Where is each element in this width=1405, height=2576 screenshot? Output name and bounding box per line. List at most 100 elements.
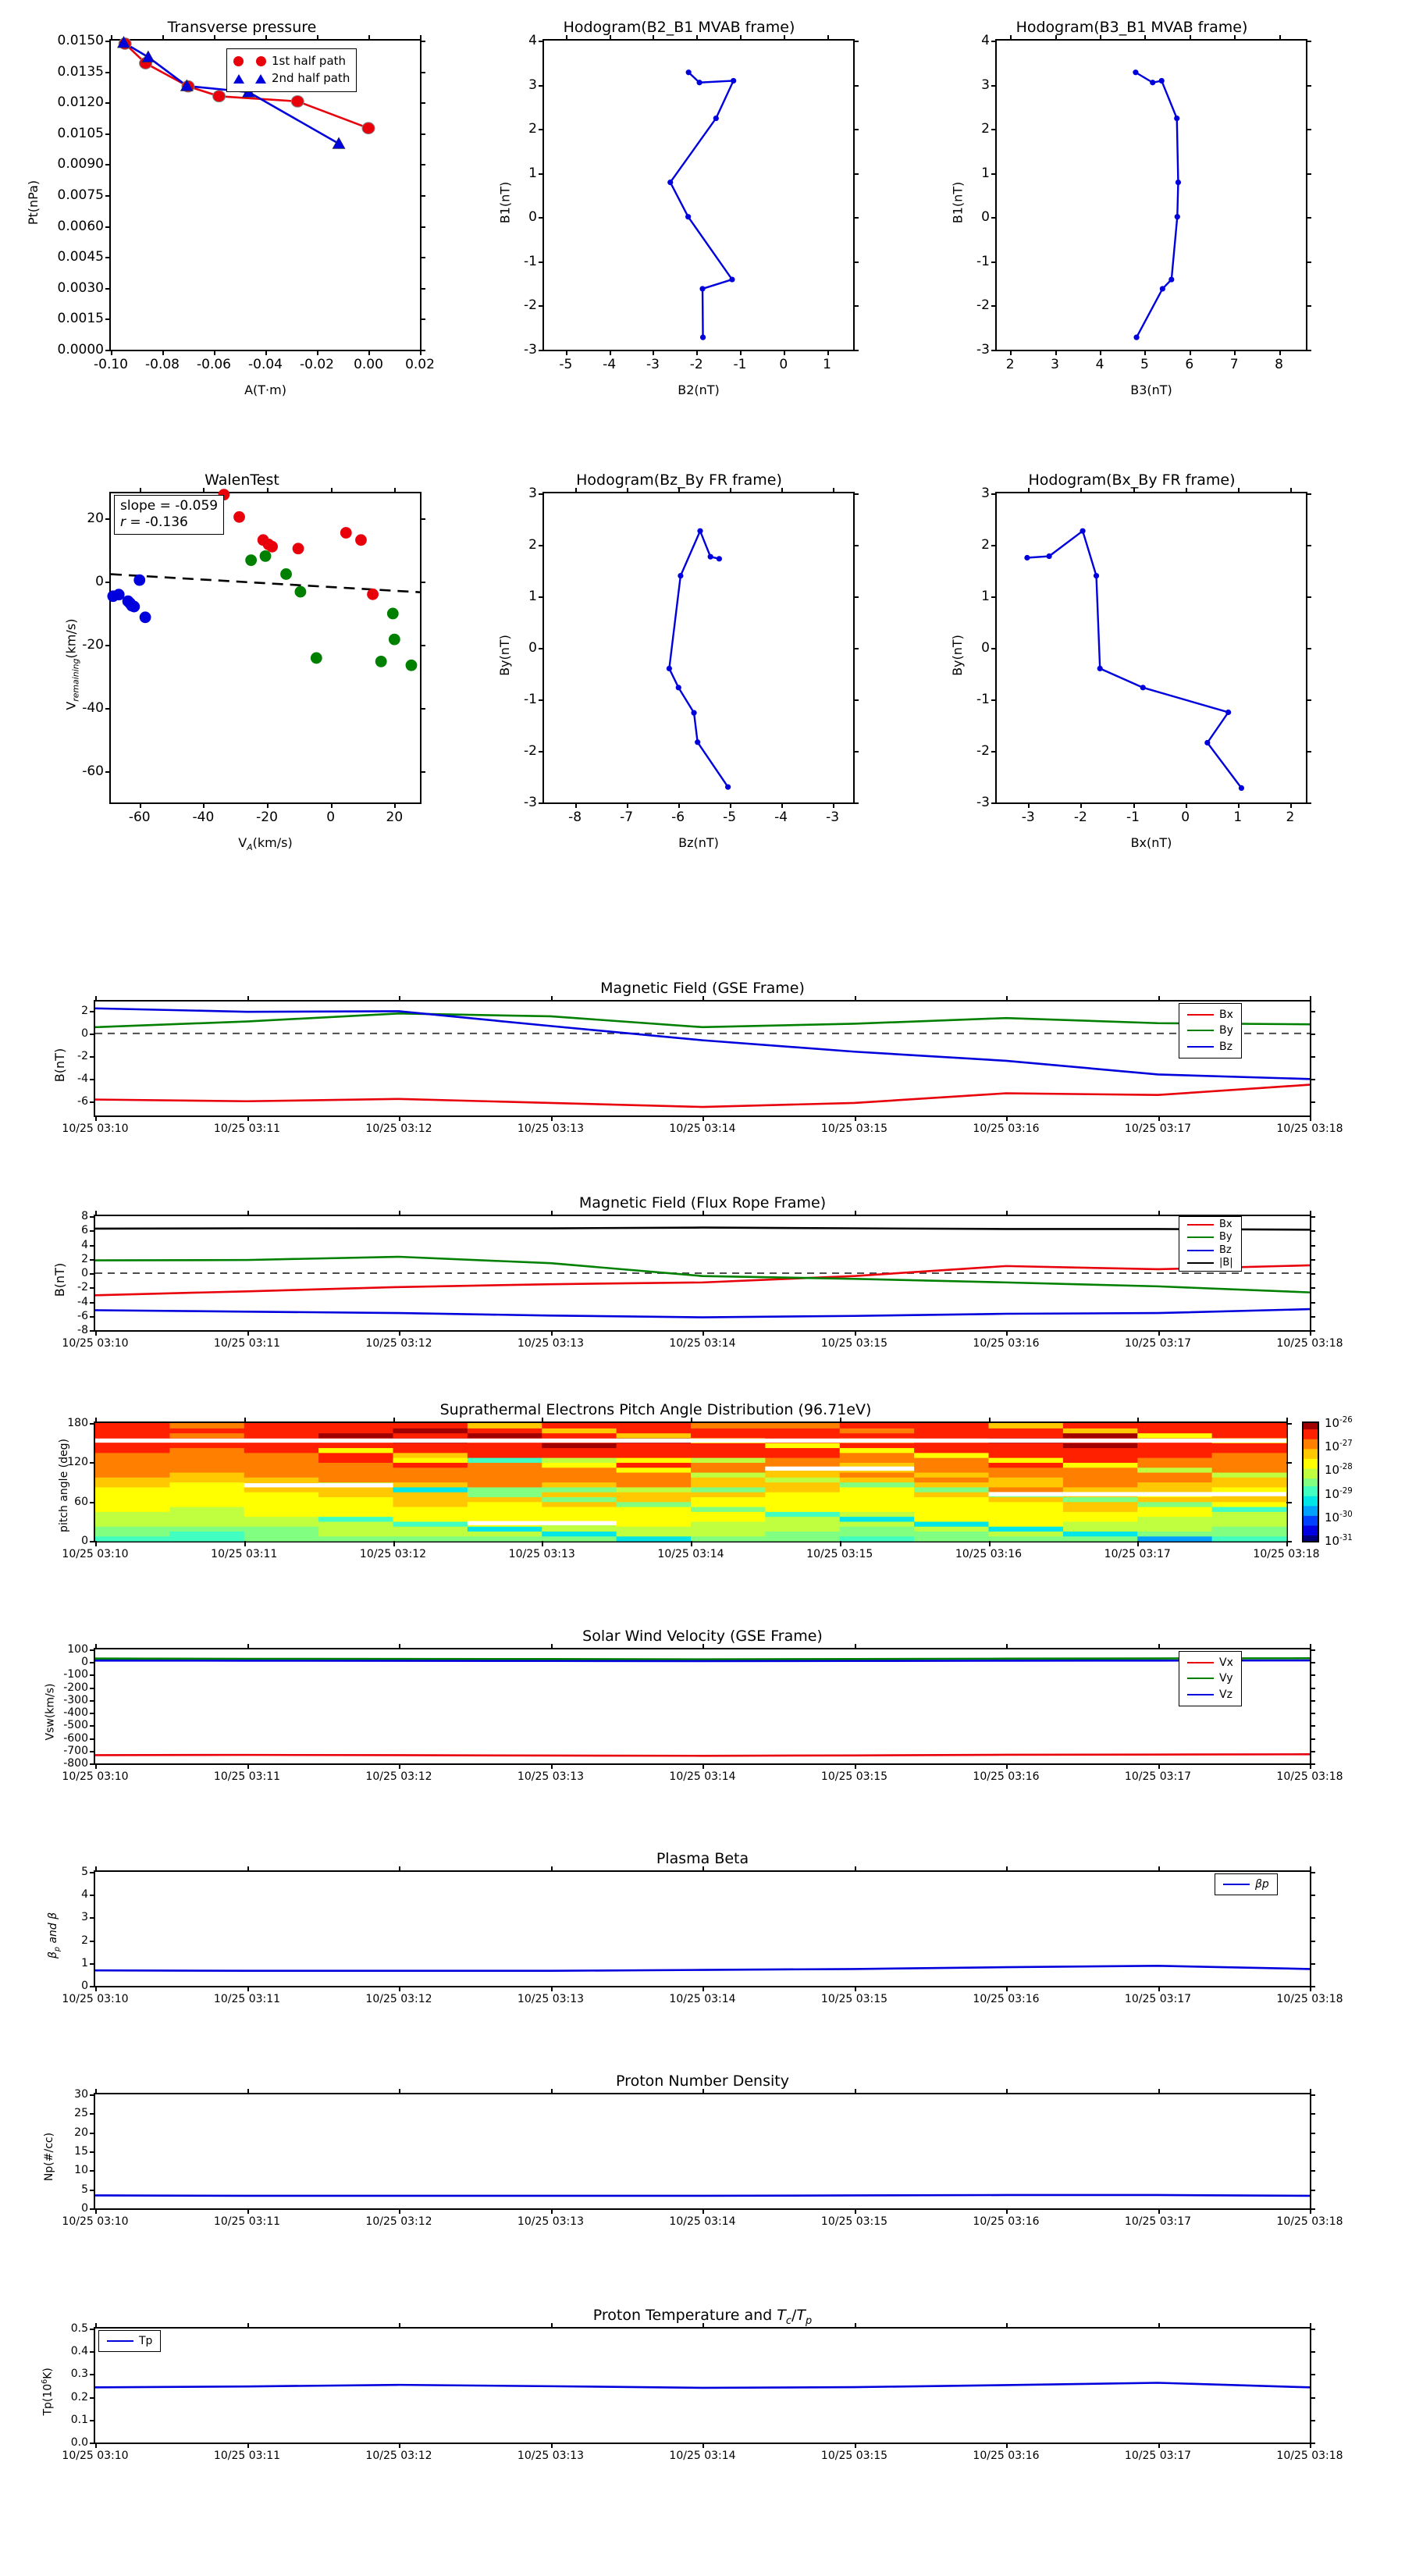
y-tick-mark <box>90 1649 95 1651</box>
x-tick-mark <box>1006 1644 1008 1649</box>
legend[interactable]: βp <box>1215 1873 1278 1896</box>
y-tick-label: 0 <box>95 574 104 590</box>
heatmap-cell <box>244 1462 319 1468</box>
legend[interactable]: Bx By Bz <box>1179 1003 1242 1059</box>
y-tick-mark <box>1306 350 1311 351</box>
title-tp: T <box>796 2307 806 2324</box>
x-tick-label: -1 <box>733 357 747 372</box>
x-tick-label: 10/25 03:11 <box>211 1548 278 1560</box>
scatter-point <box>128 600 140 613</box>
y-tick-mark <box>1310 1725 1315 1727</box>
x-tick-mark <box>781 488 783 493</box>
x-tick-mark <box>247 1866 249 1872</box>
heatmap-cell <box>1211 1452 1287 1458</box>
x-tick-mark <box>1189 350 1191 355</box>
y-tick-mark <box>90 1330 95 1332</box>
y-tick-mark <box>105 195 111 197</box>
y-axis-label: B(nT) <box>52 1262 68 1297</box>
data-point <box>696 80 702 86</box>
x-tick-mark <box>702 996 704 1002</box>
heatmap-cell <box>914 1506 990 1512</box>
heatmap-cell <box>1062 1462 1138 1468</box>
scatter-point <box>112 589 125 601</box>
y-tick-mark <box>1310 2113 1315 2115</box>
x-tick-mark <box>1158 996 1160 1002</box>
y-tick-mark <box>539 41 544 42</box>
data-point <box>141 50 155 62</box>
legend[interactable]: 1st half path 2nd half path <box>226 48 357 92</box>
heatmap-cell <box>914 1516 990 1522</box>
x-tick-label: 2 <box>1005 357 1015 372</box>
heatmap-cell <box>244 1432 319 1439</box>
heatmap-cell <box>542 1516 617 1522</box>
y-tick-mark <box>1310 1940 1315 1942</box>
x-tick-mark <box>1310 996 1311 1002</box>
data-point <box>1174 115 1180 122</box>
heatmap-cell <box>244 1496 319 1503</box>
y-tick-mark <box>420 318 425 321</box>
heatmap-cell <box>765 1457 841 1463</box>
y-tick-mark <box>1306 545 1311 546</box>
y-tick-label: 2 <box>981 121 990 137</box>
scatter-point <box>139 611 151 624</box>
heatmap-cell <box>95 1531 170 1537</box>
y-tick-mark <box>1310 1917 1315 1920</box>
colorbar-band <box>1304 1454 1318 1457</box>
y-tick-mark <box>991 305 997 308</box>
y-axis-label: Vsw(km/s) <box>44 1683 57 1741</box>
x-tick-label: 10/25 03:13 <box>517 1123 585 1135</box>
data-point <box>707 553 713 560</box>
x-tick-mark <box>550 1763 553 1769</box>
y-axis-label-sup: 6 <box>40 2379 49 2384</box>
y-tick-mark <box>90 2170 95 2172</box>
heatmap-cell <box>542 1428 617 1434</box>
legend[interactable]: Vx Vy Vz <box>1179 1651 1242 1706</box>
heatmap-cell <box>1062 1471 1138 1478</box>
y-tick-mark <box>1286 1462 1292 1464</box>
x-tick-label: 10/25 03:14 <box>669 1123 736 1135</box>
y-tick-mark <box>539 261 544 263</box>
legend[interactable]: Tp <box>98 2330 162 2353</box>
x-tick-mark <box>1158 2323 1160 2329</box>
colorbar-band <box>1304 1456 1318 1459</box>
y-tick-mark <box>853 648 859 649</box>
heatmap-cell <box>691 1432 766 1439</box>
x-tick-label: -6 <box>671 809 685 825</box>
y-tick-mark <box>1310 2374 1315 2376</box>
heatmap-cell <box>914 1492 990 1497</box>
line-swatch-icon <box>1187 1224 1214 1226</box>
x-tick-mark <box>565 35 567 41</box>
heatmap-cell <box>1062 1482 1138 1488</box>
x-tick-label: 10/25 03:13 <box>517 1337 585 1350</box>
heatmap-cell <box>765 1471 841 1478</box>
heatmap-cell <box>1211 1477 1287 1483</box>
y-tick-mark <box>1310 1763 1315 1765</box>
colorbar-tick-label: 10-30 <box>1325 1510 1353 1525</box>
colorbar-band <box>1304 1485 1318 1489</box>
x-tick-mark <box>1158 1211 1160 1216</box>
x-tick-mark <box>832 488 834 493</box>
line-swatch-icon <box>1187 1693 1214 1695</box>
x-tick-label: -8 <box>568 809 582 825</box>
y-tick-mark <box>420 164 425 166</box>
x-tick-mark <box>653 350 655 355</box>
x-tick-mark <box>265 350 267 355</box>
plot-area: -6 -4 -2 0 2 10/25 03:10 10/25 03:11 10/25 03:1… <box>62 996 1343 1135</box>
heatmap-cell <box>542 1447 617 1453</box>
scatter-point <box>355 534 367 546</box>
x-tick-mark <box>542 1541 544 1546</box>
legend[interactable]: Bx By Bz |B| <box>1179 1216 1242 1272</box>
colorbar-exponent: -28 <box>1339 1463 1353 1472</box>
heatmap-cell <box>244 1526 319 1532</box>
heatmap-cell <box>988 1496 1064 1503</box>
heatmap-cell <box>839 1492 915 1497</box>
x-tick-label: 10/25 03:18 <box>1276 1993 1343 2005</box>
y-tick-label: 4 <box>81 1238 88 1251</box>
y-tick-mark <box>90 1301 95 1304</box>
legend-label: Vy <box>1219 1672 1233 1685</box>
x-tick-mark <box>854 2323 856 2329</box>
x-tick-label: 0 <box>1181 809 1190 825</box>
scatter-point <box>133 574 146 586</box>
legend-item-bx: Bx <box>1187 1219 1233 1231</box>
y-axis-label-sub: remaining <box>70 658 81 702</box>
